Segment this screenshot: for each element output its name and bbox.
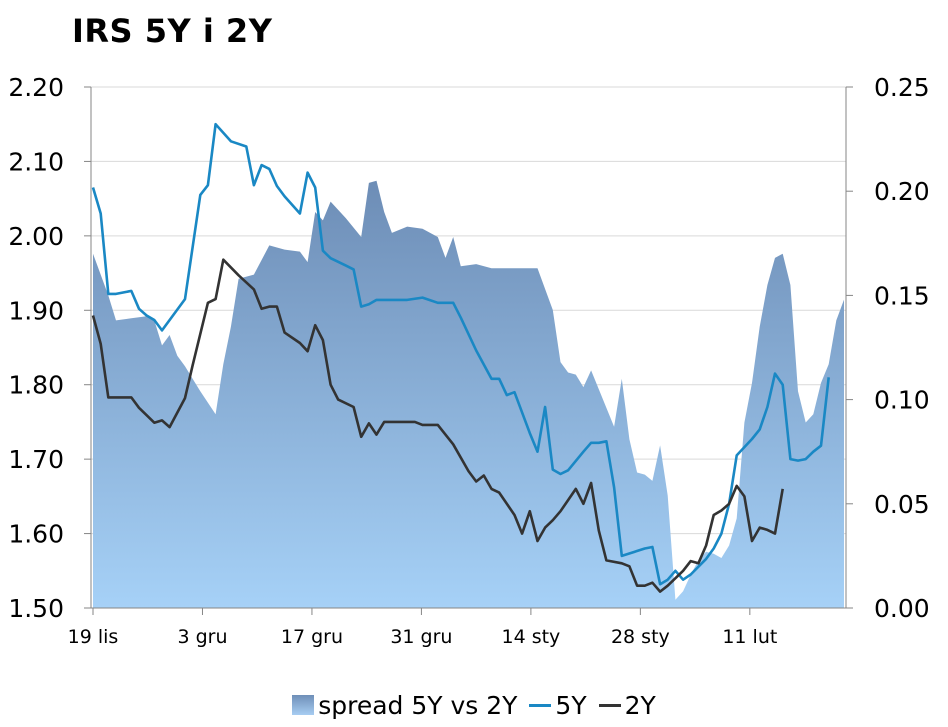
spread-area-layer: [93, 180, 844, 609]
legend: spread 5Y vs 2Y 5Y 2Y: [0, 686, 948, 724]
legend-label-2y: 2Y: [624, 690, 656, 720]
y-left-tick-label: 1.60: [8, 520, 64, 549]
x-tick-label: 28 sty: [611, 626, 670, 648]
y-right-tick-label: 0.00: [874, 594, 930, 623]
chart-title: IRS 5Y i 2Y: [72, 12, 273, 50]
x-tick-label: 19 lis: [68, 626, 119, 648]
y-right-tick-label: 0.25: [874, 73, 930, 102]
x-tick-label: 17 gru: [281, 626, 343, 648]
y-left-tick-label: 1.70: [8, 445, 64, 474]
series-2y-line: [91, 258, 784, 593]
spread-area: [93, 180, 844, 609]
legend-item-5y: 5Y: [529, 690, 587, 720]
y-left-tick-label: 1.80: [8, 371, 64, 400]
x-tick-label: 3 gru: [177, 626, 227, 648]
legend-item-2y: 2Y: [598, 690, 656, 720]
axes: [84, 86, 853, 615]
tick-labels: 2.20 2.10 2.00 1.90 1.80 1.70 1.60 1.50 0.25 0.20…: [8, 73, 929, 648]
legend-label-spread: spread 5Y vs 2Y: [318, 690, 518, 720]
legend-item-spread: spread 5Y vs 2Y: [292, 691, 517, 720]
series-5y-line: [91, 122, 830, 586]
line-layer: [91, 122, 830, 593]
y-left-tick-label: 2.00: [8, 222, 64, 251]
y-right-tick-label: 0.20: [874, 177, 930, 206]
y-right-tick-label: 0.15: [874, 281, 930, 310]
x-tick-label: 14 sty: [501, 626, 560, 648]
legend-swatch-spread: [292, 695, 315, 715]
legend-swatch-2y: [598, 703, 621, 707]
y-right-tick-label: 0.10: [874, 386, 930, 415]
y-left-tick-label: 2.20: [8, 73, 64, 102]
x-tick-label: 11 lut: [722, 626, 777, 648]
legend-swatch-5y: [529, 703, 552, 707]
legend-label-5y: 5Y: [555, 690, 587, 720]
y-right-tick-label: 0.05: [874, 490, 930, 519]
x-tick-label: 31 gru: [390, 626, 452, 648]
y-left-tick-label: 2.10: [8, 147, 64, 176]
y-left-tick-label: 1.90: [8, 296, 64, 325]
y-left-tick-label: 1.50: [8, 594, 64, 623]
